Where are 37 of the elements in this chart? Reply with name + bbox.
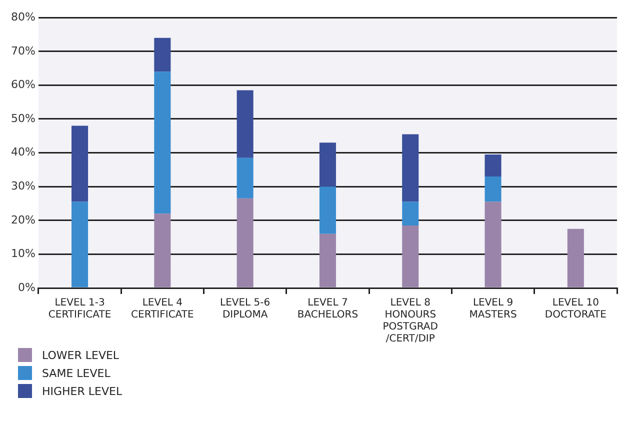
bar	[236, 158, 254, 198]
bar	[319, 234, 336, 288]
legend-label: HIGHER LEVEL	[42, 384, 122, 398]
x-tick-label: LEVEL 5-6 DIPLOMA	[220, 298, 270, 321]
bar	[567, 228, 584, 288]
y-tick-label: 80%	[10, 10, 36, 24]
bar	[72, 126, 88, 202]
x-tick-label: LEVEL 10 DOCTORATE	[544, 298, 606, 321]
x-tick-label: LEVEL 8 HONOURS POSTGRAD /CERT/DIP	[382, 298, 438, 345]
x-tick-label: LEVEL 9 MASTERS	[469, 298, 517, 321]
bar	[484, 202, 502, 288]
bar	[72, 202, 88, 288]
y-tick-label: 0%	[18, 280, 36, 294]
bar	[236, 198, 254, 288]
bar	[402, 134, 419, 202]
x-tick-label: LEVEL 4 CERTIFICATE	[131, 298, 194, 321]
bar	[154, 38, 171, 72]
bar	[154, 72, 171, 214]
bar	[402, 202, 419, 226]
bar	[319, 142, 336, 187]
y-tick-label: 30%	[10, 179, 36, 192]
bar	[154, 214, 171, 288]
y-tick-label: 60%	[10, 78, 36, 92]
y-tick-label: 20%	[10, 213, 36, 226]
x-tick-label: LEVEL 1-3 CERTIFICATE	[48, 298, 112, 321]
legend-label: SAME LEVEL	[42, 366, 110, 380]
y-tick-label: 10%	[10, 247, 36, 260]
bar	[319, 186, 336, 234]
bar	[484, 154, 502, 176]
bar	[236, 90, 254, 158]
y-tick-label: 40%	[10, 146, 36, 159]
legend-label: LOWER LEVEL	[42, 348, 120, 362]
y-tick-label: 70%	[10, 44, 36, 58]
bar	[402, 225, 419, 288]
bar	[484, 176, 502, 202]
x-tick-label: LEVEL 7 BACHELORS	[297, 298, 358, 321]
y-tick-label: 50%	[10, 112, 36, 125]
